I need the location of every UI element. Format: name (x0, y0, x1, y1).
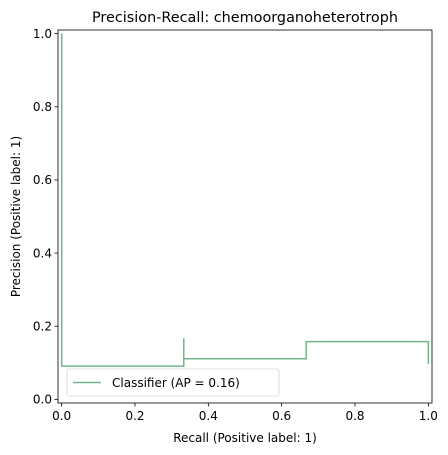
y-tick-label: 0.0 (33, 393, 52, 407)
y-tick-label: 0.4 (33, 246, 52, 260)
y-tick-label: 1.0 (33, 27, 52, 41)
plot-frame (57, 29, 433, 404)
y-axis-ticks: 0.0 0.2 0.4 0.6 0.8 1.0 (33, 27, 58, 407)
y-axis-label: Precision (Positive label: 1) (9, 136, 23, 297)
y-tick-label: 0.6 (33, 173, 52, 187)
x-tick-label: 0.4 (199, 409, 218, 423)
legend-entry-classifier: Classifier (AP = 0.16) (112, 376, 240, 390)
series-layer (60, 33, 430, 367)
x-tick-label: 1.0 (419, 409, 438, 423)
x-tick-label: 0.8 (345, 409, 364, 423)
x-axis-label: Recall (Positive label: 1) (173, 431, 317, 445)
legend-box (66, 368, 280, 397)
x-tick-label: 0.2 (125, 409, 144, 423)
series-line-classifier (60, 33, 430, 367)
y-tick-label: 0.2 (33, 320, 52, 334)
legend: Classifier (AP = 0.16) (66, 368, 280, 397)
x-axis-ticks: 0.0 0.2 0.4 0.6 0.8 1.0 (52, 403, 438, 423)
x-tick-label: 0.0 (52, 409, 71, 423)
x-tick-label: 0.6 (272, 409, 291, 423)
chart-title: Precision-Recall: chemoorganoheterotroph (92, 10, 398, 26)
y-tick-label: 0.8 (33, 100, 52, 114)
